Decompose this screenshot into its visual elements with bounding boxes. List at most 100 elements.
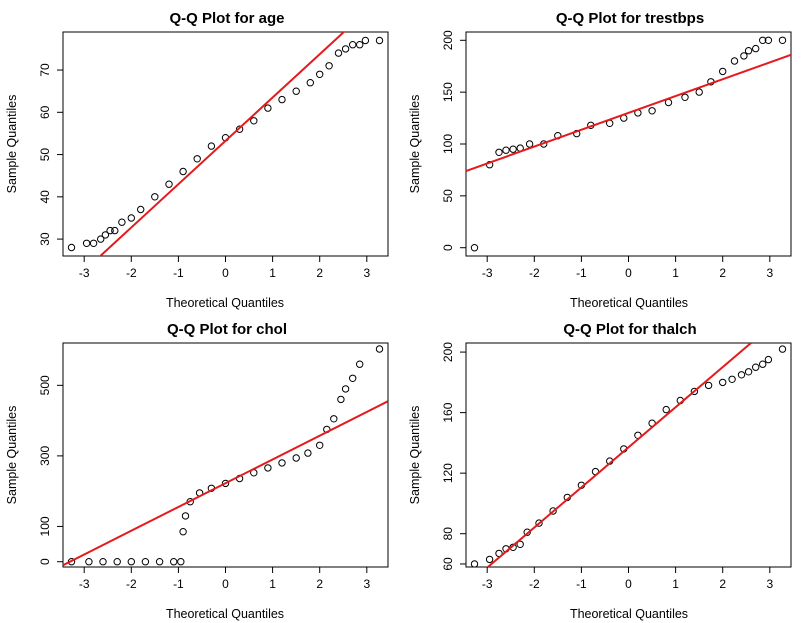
- quantile-point: [127, 214, 136, 222]
- quantile-point: [470, 244, 479, 252]
- quantile-point: [535, 519, 543, 527]
- qq-panel-trestbps: Q-Q Plot for trestbps -3 -2 -1 0 1 2 3 0 50 100 1…: [408, 10, 792, 310]
- quantile-point: [509, 145, 517, 153]
- x-tick-label: 0: [222, 577, 229, 591]
- quantile-point: [728, 375, 736, 383]
- x-axis-label: Theoretical Quantiles: [570, 607, 688, 621]
- y-tick-label: 200: [441, 342, 455, 362]
- quantile-point: [155, 558, 164, 566]
- y-tick-label: 300: [38, 446, 52, 466]
- quantile-point: [502, 146, 510, 154]
- panel-title: Q-Q Plot for trestbps: [556, 10, 704, 27]
- y-tick-label: 150: [441, 82, 455, 102]
- y-axis-label: Sample Quantiles: [5, 406, 19, 505]
- y-tick-label: 50: [441, 189, 455, 203]
- x-tick-label: -1: [173, 577, 184, 591]
- quantile-point: [662, 405, 670, 414]
- quantile-point: [695, 88, 703, 96]
- x-tick-label: -2: [126, 577, 137, 591]
- quantile-point: [165, 180, 173, 188]
- qq-panel-age: Q-Q Plot for age -3 -2 -1 0 1 2 3 30 40 50 60 70 T…: [5, 10, 389, 310]
- quantile-point: [292, 454, 300, 462]
- y-axis-label: Sample Quantiles: [408, 406, 422, 505]
- quantile-point: [752, 44, 760, 53]
- quantile-point: [250, 117, 258, 125]
- quantile-point: [264, 464, 272, 472]
- y-tick-label: 30: [38, 232, 52, 246]
- x-tick-label: -3: [79, 577, 90, 591]
- y-axis: 0 50 100 150 200: [441, 30, 466, 251]
- quantile-point: [744, 368, 753, 376]
- x-tick-label: 2: [719, 577, 726, 591]
- x-tick-label: -3: [482, 266, 493, 280]
- quantile-point: [764, 355, 773, 364]
- quantile-point: [221, 479, 230, 488]
- quantile-point: [525, 140, 534, 148]
- quantile-point: [99, 558, 107, 566]
- quantile-point: [759, 36, 767, 44]
- quantile-point: [740, 52, 748, 60]
- quantile-point: [549, 507, 557, 515]
- plot-area: [67, 32, 384, 256]
- qq-panel-thalch: Q-Q Plot for thalch -3 -2 -1 0 1 2 3 60 80 120 16…: [408, 321, 792, 621]
- x-axis: -3 -2 -1 0 1 2 3: [482, 256, 773, 280]
- x-axis-label: Theoretical Quantiles: [166, 296, 284, 310]
- x-tick-label: 3: [363, 266, 370, 280]
- reference-line: [63, 400, 388, 567]
- x-tick-label: 0: [222, 266, 229, 280]
- x-axis: -3 -2 -1 0 1 2 3: [79, 567, 370, 591]
- quantile-point: [141, 558, 150, 566]
- y-axis-label: Sample Quantiles: [5, 95, 19, 194]
- panel-title: Q-Q Plot for thalch: [563, 321, 696, 338]
- quantile-point: [719, 378, 727, 387]
- quantile-point: [516, 540, 524, 548]
- quantile-point: [304, 449, 312, 457]
- plot-frame: [62, 342, 389, 568]
- quantile-point: [730, 57, 739, 65]
- quantile-point: [113, 558, 121, 566]
- quantile-point: [778, 36, 787, 44]
- y-axis: 30 40 50 60 70: [38, 63, 63, 246]
- quantile-point: [101, 231, 110, 239]
- quantile-point: [737, 371, 746, 379]
- reference-line: [466, 53, 791, 172]
- quantile-point: [690, 387, 699, 396]
- quantile-point: [177, 558, 185, 566]
- y-tick-label: 70: [38, 63, 52, 77]
- quantile-point: [325, 62, 333, 70]
- quantile-point: [97, 235, 105, 243]
- x-tick-label: 1: [672, 266, 679, 280]
- quantile-point: [681, 93, 689, 102]
- quantile-point: [334, 49, 343, 57]
- x-tick-label: 3: [766, 266, 773, 280]
- quantile-point: [349, 41, 357, 49]
- quantile-point: [337, 395, 345, 404]
- quantile-point: [356, 360, 364, 368]
- x-tick-label: 3: [363, 577, 370, 591]
- quantile-point: [356, 41, 364, 49]
- quantile-point: [523, 528, 531, 536]
- qq-panel-chol: Q-Q Plot for chol -3 -2 -1 0 1 2 3 0100300500 …: [5, 321, 389, 621]
- x-tick-label: 1: [269, 266, 276, 280]
- quantile-point: [759, 360, 767, 368]
- y-tick-label: 50: [38, 148, 52, 162]
- quantile-point: [193, 155, 201, 163]
- x-axis-label: Theoretical Quantiles: [166, 607, 284, 621]
- x-tick-label: 1: [672, 577, 679, 591]
- quantile-point: [278, 95, 286, 104]
- quantile-point: [744, 47, 753, 55]
- quantile-point: [485, 555, 494, 564]
- quantile-point: [648, 107, 656, 115]
- quantile-point: [316, 70, 324, 79]
- quantile-point: [704, 381, 713, 390]
- x-tick-label: -1: [173, 266, 184, 280]
- y-tick-label: 0: [38, 558, 52, 565]
- x-tick-label: 3: [766, 577, 773, 591]
- quantile-point: [330, 415, 338, 423]
- plot-frame: [465, 342, 792, 568]
- x-tick-label: 0: [625, 266, 632, 280]
- x-tick-label: 2: [316, 577, 323, 591]
- quantile-point: [67, 243, 76, 252]
- y-tick-label: 60: [38, 105, 52, 119]
